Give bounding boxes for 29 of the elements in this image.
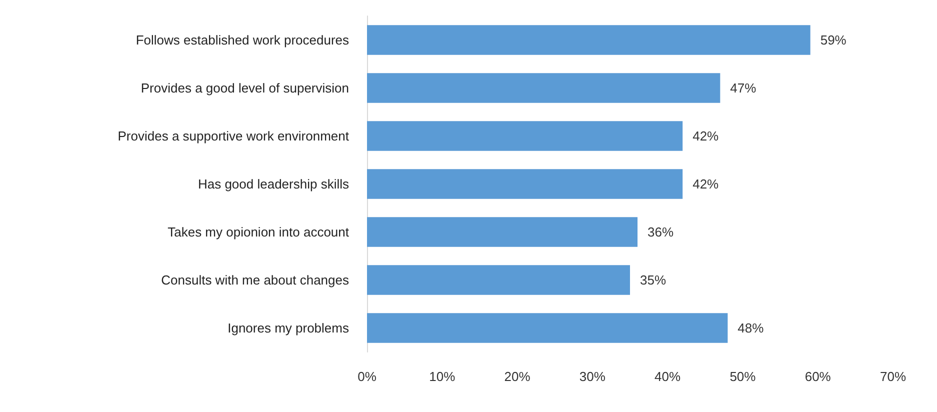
y-tick-label: Ignores my problems — [228, 320, 350, 336]
y-tick-label: Has good leadership skills — [198, 176, 350, 192]
y-tick-label: Provides a good level of supervision — [140, 80, 349, 96]
bar — [367, 313, 728, 343]
data-label: 35% — [640, 272, 666, 288]
x-tick-label: 0% — [358, 369, 377, 384]
y-tick-label: Follows established work procedures — [136, 32, 350, 48]
bar — [367, 25, 810, 55]
y-tick-label: Provides a supportive work environment — [118, 128, 350, 144]
data-label: 47% — [730, 80, 757, 96]
x-tick-label: 70% — [880, 369, 906, 384]
bar — [367, 265, 630, 295]
bar — [367, 169, 683, 199]
x-tick-label: 30% — [579, 369, 606, 384]
bar — [367, 73, 720, 103]
data-label: 42% — [692, 128, 720, 144]
x-tick-label: 60% — [804, 369, 832, 384]
bar — [367, 121, 683, 151]
x-tick-label: 10% — [429, 369, 456, 384]
x-tick-label: 40% — [654, 369, 682, 384]
data-label: 42% — [692, 176, 720, 192]
y-tick-label: Takes my opionion into account — [168, 224, 350, 240]
data-label: 36% — [648, 224, 674, 240]
data-label: 48% — [738, 320, 764, 336]
bar — [367, 217, 638, 247]
x-tick-label: 20% — [504, 369, 531, 384]
y-tick-label: Consults with me about changes — [161, 272, 350, 288]
data-label: 59% — [820, 32, 847, 48]
x-tick-label: 50% — [730, 369, 756, 384]
